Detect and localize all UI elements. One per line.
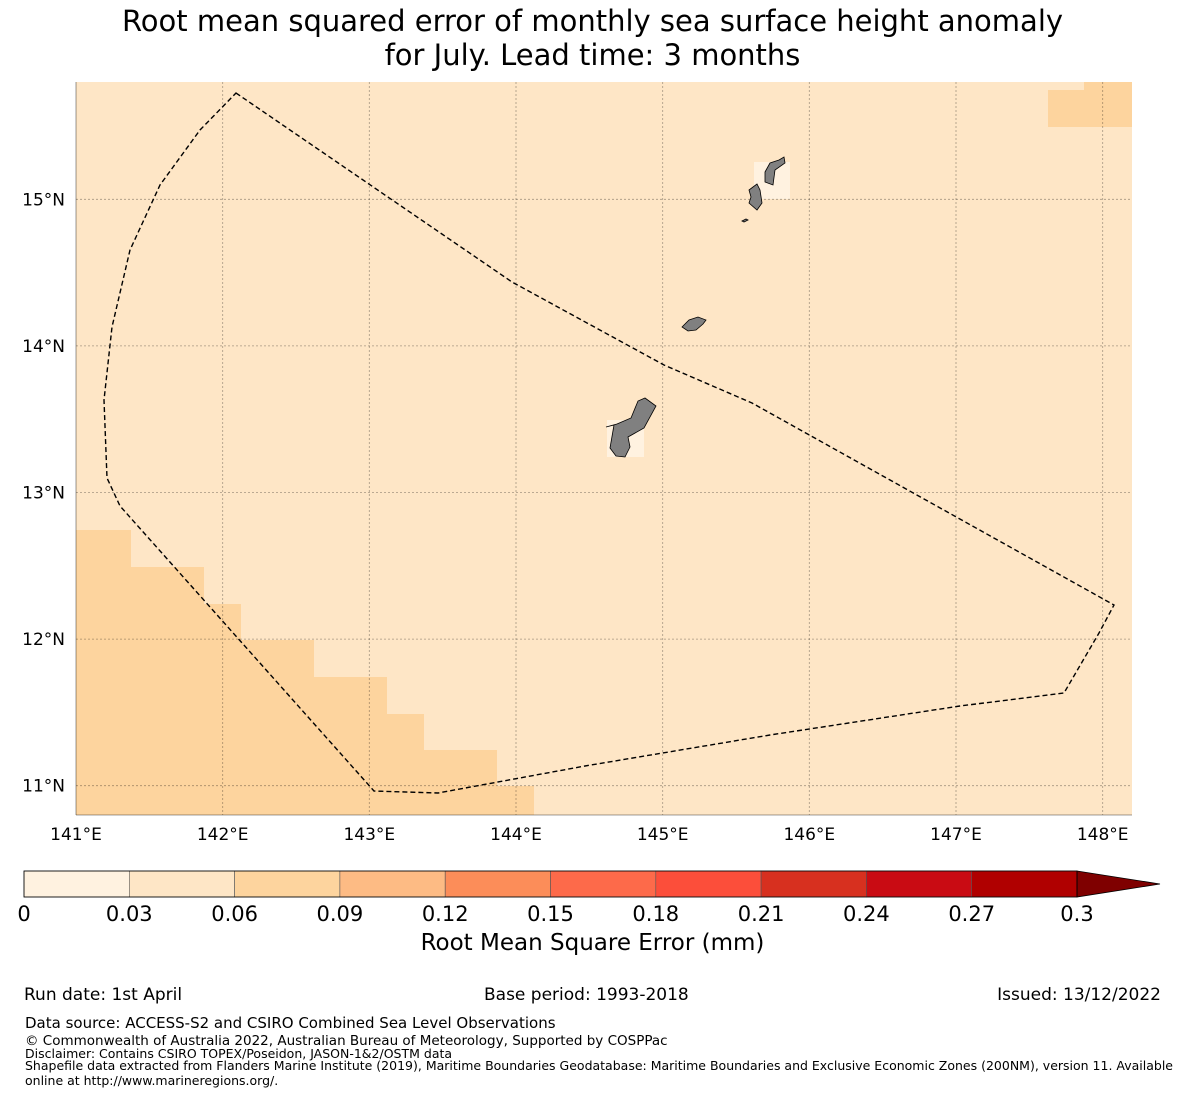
colorbar-tick-label: 0.12 <box>422 902 469 926</box>
lon-tick-label: 147°E <box>930 825 982 845</box>
colorbar-extend-arrow <box>1076 870 1161 898</box>
guam-island <box>605 397 657 458</box>
land <box>605 156 786 458</box>
run-date: Run date: 1st April <box>24 985 183 1005</box>
lat-tick-label: 14°N <box>22 337 65 357</box>
colorbar-frame <box>23 870 1078 898</box>
lon-tick-label: 143°E <box>343 825 395 845</box>
colorbar-segment <box>23 870 130 898</box>
colorbar-segment <box>234 870 341 898</box>
longitude-tick-labels: 141°E 142°E 143°E 144°E 145°E 146°E 147°E 148°E <box>50 825 1128 845</box>
lon-tick-label: 148°E <box>1077 825 1129 845</box>
eez-boundary <box>103 92 1115 794</box>
colorbar-segment <box>655 870 762 898</box>
issued-date: Issued: 13/12/2022 <box>997 985 1161 1005</box>
data-source: Data source: ACCESS-S2 and CSIRO Combine… <box>25 1014 556 1032</box>
lon-tick-label: 141°E <box>50 825 102 845</box>
colorbar-segment <box>129 870 235 898</box>
colorbar-segment <box>866 870 973 898</box>
colorbar-title: Root Mean Square Error (mm) <box>420 930 765 956</box>
title-line-1: Root mean squared error of monthly sea s… <box>121 4 1064 38</box>
colorbar-tick-label: 0 <box>17 902 30 926</box>
copyright: © Commonwealth of Australia 2022, Austra… <box>25 1033 668 1049</box>
lat-tick-label: 12°N <box>22 630 65 650</box>
colorbar-segment <box>760 870 867 898</box>
lon-tick-label: 144°E <box>490 825 542 845</box>
lat-tick-label: 15°N <box>22 190 65 210</box>
higher-error-region-southwest <box>76 530 534 815</box>
lon-tick-label: 146°E <box>783 825 835 845</box>
colorbar-segment <box>971 870 1078 898</box>
colorbar-segment <box>550 870 657 898</box>
base-period: Base period: 1993-2018 <box>484 985 689 1005</box>
colorbar-tick-label: 0.06 <box>211 902 258 926</box>
colorbar-tick-label: 0.09 <box>317 902 364 926</box>
lat-tick-label: 11°N <box>22 777 65 797</box>
lat-tick-label: 13°N <box>22 483 65 503</box>
colorbar-segment <box>339 870 446 898</box>
colorbar-tick-labels: 0 0.03 0.06 0.09 0.12 0.15 0.18 0.21 0.24 0.27 0.3 <box>17 902 1093 926</box>
colorbar-tick-label: 0.18 <box>632 902 679 926</box>
title-line-2: for July. Lead time: 3 months <box>384 38 801 72</box>
shapefile-credit: Shapefile data extracted from Flanders M… <box>25 1058 1173 1088</box>
rota-island <box>681 316 707 332</box>
tinian-island <box>748 183 763 211</box>
lon-tick-label: 145°E <box>637 825 689 845</box>
disclaimer: Disclaimer: Contains CSIRO TOPEX/Poseido… <box>25 1046 453 1061</box>
saipan-island <box>764 156 786 186</box>
map-title: Root mean squared error of monthly sea s… <box>0 4 1185 72</box>
map-gridlines <box>76 82 1132 815</box>
latitude-tick-labels: 11°N 12°N 13°N 14°N 15°N <box>22 190 65 796</box>
colorbar <box>23 870 1161 898</box>
higher-error-region-northeast <box>1048 82 1132 127</box>
lon-tick-label: 142°E <box>197 825 249 845</box>
colorbar-tick-label: 0.24 <box>843 902 890 926</box>
colorbar-tick-label: 0.03 <box>106 902 153 926</box>
colorbar-tick-label: 0.3 <box>1060 902 1093 926</box>
colorbar-tick-label: 0.21 <box>738 902 785 926</box>
aguijan-island <box>741 218 749 223</box>
colorbar-segment <box>444 870 551 898</box>
colorbar-tick-label: 0.15 <box>527 902 574 926</box>
colorbar-tick-label: 0.27 <box>948 902 995 926</box>
